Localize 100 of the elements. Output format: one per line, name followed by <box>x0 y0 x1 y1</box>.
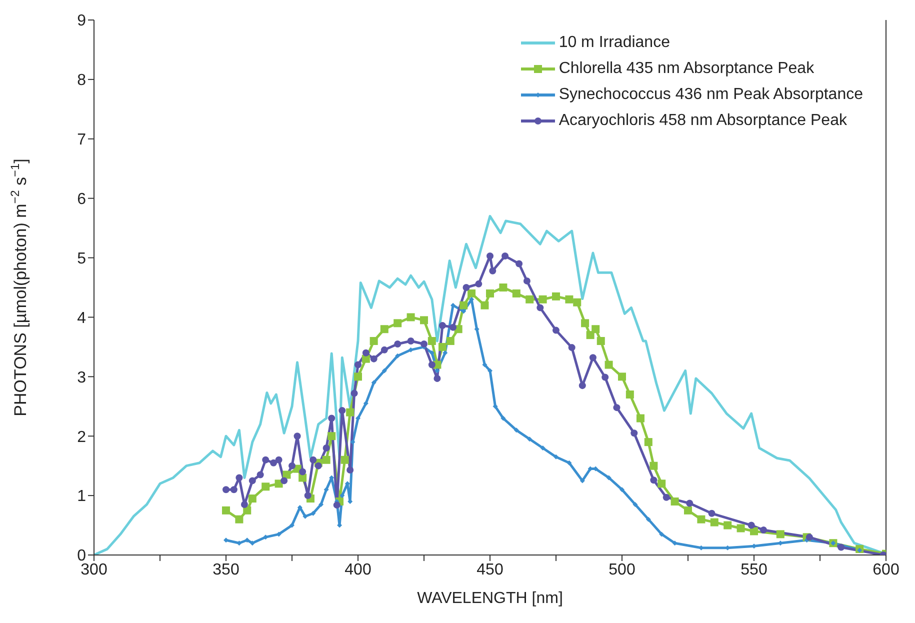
legend-label: Chlorella 435 nm Absorptance Peak <box>558 59 814 79</box>
point <box>552 326 560 334</box>
point <box>632 502 638 507</box>
y-tick-label: 9 <box>77 12 86 30</box>
y-tick-label: 2 <box>77 428 86 446</box>
x-tick-label: 400 <box>344 561 372 578</box>
point <box>659 532 664 537</box>
point <box>500 416 506 421</box>
point <box>328 414 336 422</box>
point <box>350 440 356 445</box>
point <box>462 284 470 291</box>
point <box>566 460 572 466</box>
point <box>527 436 532 442</box>
x-axis-title: WAVELENGTH [nm] <box>417 590 563 607</box>
point <box>434 368 440 374</box>
point <box>310 456 317 464</box>
y-tick-label: 5 <box>77 250 86 268</box>
point <box>438 322 446 330</box>
point <box>580 478 585 484</box>
point <box>516 260 523 268</box>
point <box>248 477 256 484</box>
point <box>262 456 270 464</box>
point <box>540 446 546 450</box>
point <box>362 349 370 356</box>
point <box>434 374 441 382</box>
point <box>371 380 376 386</box>
y-tick-label: 3 <box>77 369 86 386</box>
point <box>536 304 544 312</box>
y-tick-label: 1 <box>77 488 86 506</box>
point <box>240 500 248 508</box>
point <box>620 487 624 492</box>
point <box>461 308 466 314</box>
point <box>256 471 264 478</box>
y-tick-label: 4 <box>77 310 86 327</box>
point <box>450 324 457 331</box>
x-tick-label: 350 <box>212 561 240 578</box>
point <box>350 390 358 397</box>
legend-label: 10 m Irradiance <box>558 33 670 53</box>
point <box>554 454 558 460</box>
y-tick-label: 7 <box>77 132 86 149</box>
point <box>442 350 448 356</box>
point <box>806 534 813 541</box>
point <box>270 459 278 466</box>
point <box>236 474 243 482</box>
point <box>299 468 306 476</box>
point <box>395 353 400 358</box>
point <box>356 416 360 421</box>
point <box>613 404 620 412</box>
point <box>475 280 482 288</box>
point <box>363 400 368 406</box>
point <box>686 500 694 507</box>
point <box>288 462 296 470</box>
y-tick-label: 8 <box>77 72 86 90</box>
point <box>589 354 596 362</box>
point <box>222 486 230 494</box>
point <box>280 477 288 484</box>
point <box>322 444 330 452</box>
point <box>340 493 345 498</box>
point <box>489 267 496 274</box>
point <box>290 522 294 528</box>
point <box>382 368 387 374</box>
point <box>224 538 228 543</box>
point <box>568 344 576 352</box>
point <box>838 544 845 551</box>
point <box>354 361 362 368</box>
point <box>408 347 414 352</box>
point <box>407 338 414 344</box>
point <box>486 252 494 260</box>
legend-label: Acaryochloris 458 nm Absorptance Peak <box>558 111 847 131</box>
point <box>314 462 322 470</box>
point <box>646 516 651 522</box>
x-tick-label: 450 <box>476 561 504 578</box>
point <box>602 374 609 381</box>
x-tick-label: 600 <box>872 561 900 578</box>
y-tick-label: 6 <box>77 191 86 208</box>
point <box>578 382 586 390</box>
point <box>708 510 716 517</box>
point <box>324 487 329 492</box>
point <box>748 522 755 529</box>
point <box>630 430 638 437</box>
point <box>523 277 530 284</box>
point <box>304 492 312 500</box>
point <box>394 340 402 348</box>
point <box>420 340 428 348</box>
point <box>333 502 340 509</box>
point <box>857 548 862 553</box>
x-tick-label: 500 <box>608 561 636 578</box>
point <box>650 476 658 484</box>
point <box>338 407 346 414</box>
point <box>514 428 519 433</box>
point <box>294 432 301 440</box>
point <box>275 456 282 464</box>
x-tick-label: 550 <box>740 561 768 578</box>
point <box>370 355 378 362</box>
point <box>502 252 509 260</box>
point <box>428 361 436 368</box>
point <box>760 526 768 534</box>
point <box>244 538 250 543</box>
point <box>310 510 316 516</box>
point <box>662 494 670 501</box>
